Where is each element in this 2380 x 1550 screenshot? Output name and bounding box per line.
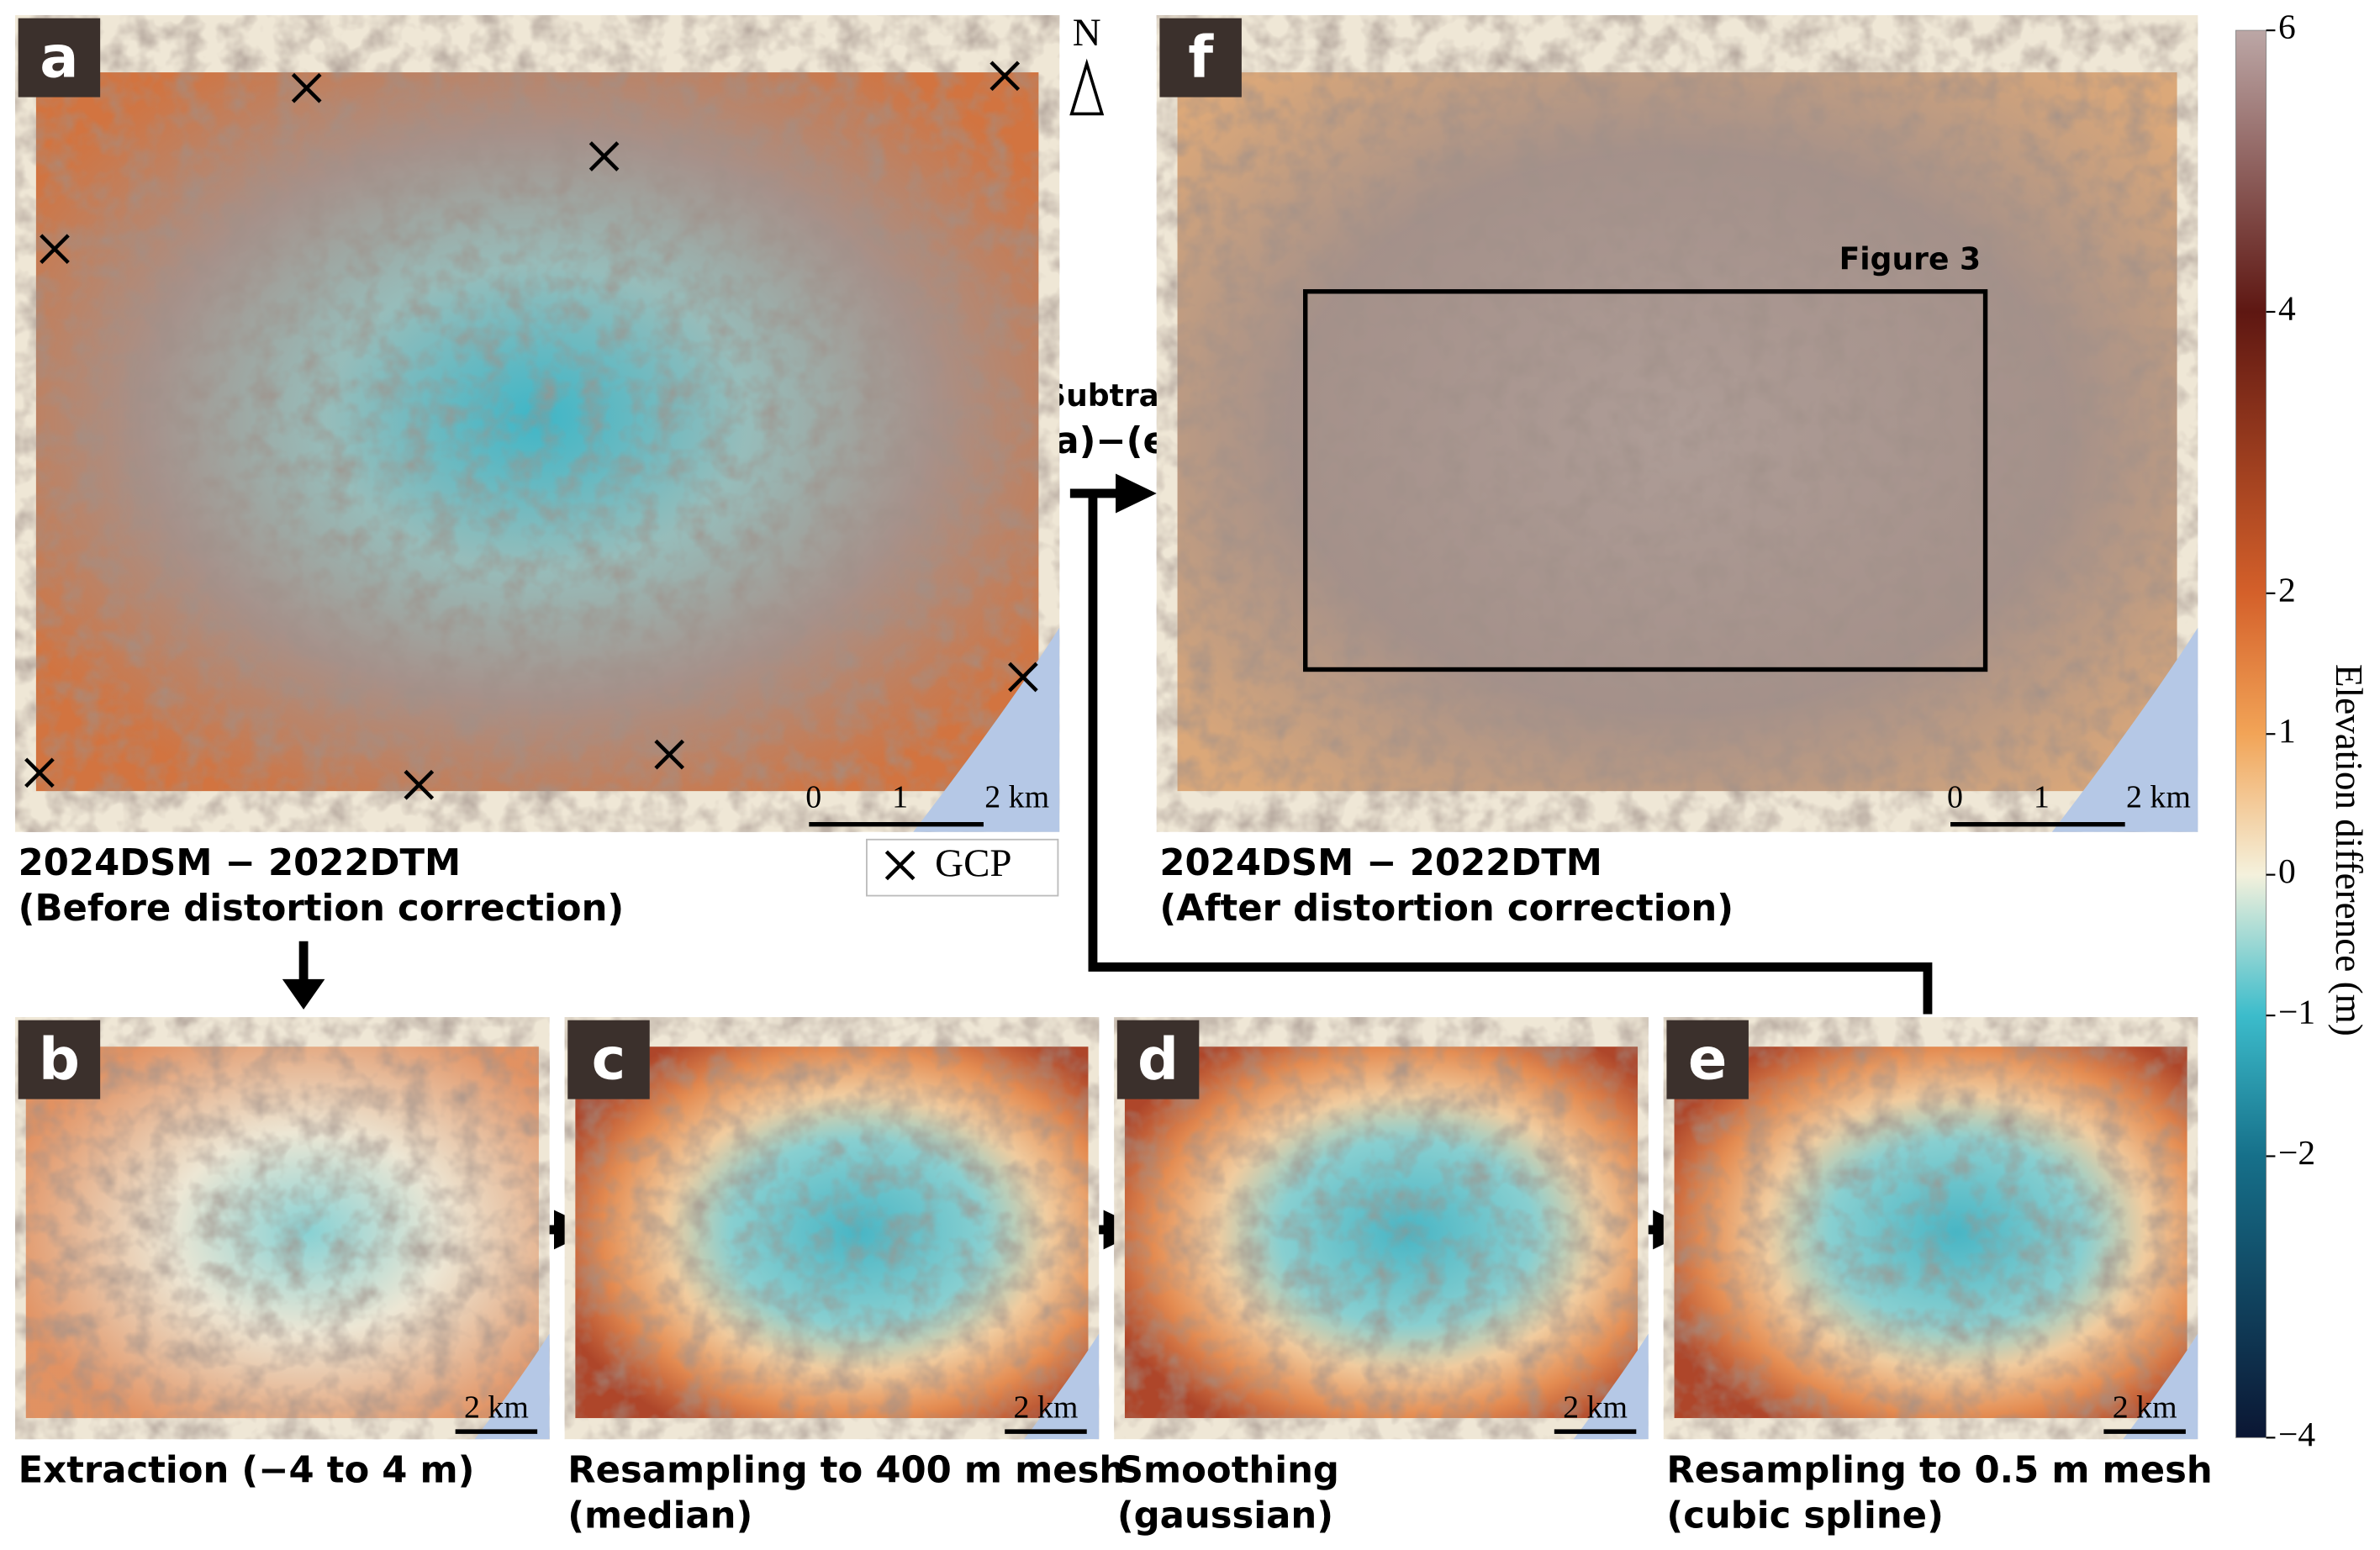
panel-caption: Resampling to 0.5 m mesh [1666,1449,2212,1491]
colorbar-tick-label: 1 [2278,711,2296,750]
colorbar-tick-label: −2 [2278,1133,2315,1172]
scale-label: 2 km [464,1390,529,1426]
panel-caption: (Before distortion correction) [18,888,625,930]
panel-letter: d [1137,1025,1179,1093]
legend-marker [884,850,916,881]
colorbar-tick-label: −4 [2278,1415,2315,1453]
colorbar-tick-label: −1 [2278,993,2315,1031]
gcp-marker [1008,662,1038,693]
map-panel: c Resampling to 400 m mesh(median) 2 km [564,1017,1125,1537]
map-texture [1663,1017,2198,1440]
colorbar-label: Elevation difference (m) [2328,664,2370,1036]
panel-letter-box [1666,1020,1749,1099]
scale-label: 2 km [1014,1390,1079,1426]
map-panel: f 2024DSM − 2022DTM(After distortion corr… [1156,15,2198,930]
gcp-marker [404,769,435,800]
panel-caption: Resampling to 400 m mesh [567,1449,1125,1491]
panel-letter: b [39,1025,80,1093]
map-panel: a 2024DSM − 2022DTM(Before distortion cor… [15,15,1060,930]
north-label: N [1073,11,1101,55]
colorbar-tick-label: 0 [2278,851,2296,890]
panel-caption: (gaussian) [1117,1495,1333,1537]
scale-label: 0 [805,779,821,815]
panel-caption: 2024DSM − 2022DTM [18,842,462,884]
map-texture [564,1017,1100,1440]
map-texture [1114,1017,1649,1440]
sea [474,1333,550,1440]
sea [1024,1333,1100,1440]
scale-label: 2 km [984,779,1049,815]
arrow-head [1116,473,1157,514]
legend-label: GCP [935,841,1011,885]
sea [1573,1333,1649,1440]
map-texture [1156,15,2198,832]
map-panel: d Smoothing(gaussian) 2 km [1114,1017,1649,1537]
gcp-marker [588,141,620,171]
map-texture [15,1017,550,1440]
sea [2123,1333,2198,1440]
panel-letter-box [18,1020,101,1099]
gcp-marker [40,234,70,265]
gcp-marker [654,739,685,770]
panel-letter: a [40,24,78,91]
panel-letter: c [592,1025,626,1093]
panel-letter-box [567,1020,650,1099]
map-panel: e Resampling to 0.5 m mesh(cubic spline) 2… [1663,1017,2213,1537]
panel-caption: 2024DSM − 2022DTM [1159,842,1602,884]
panel-letter-box [1159,18,1242,98]
colorbar-tick-label: 2 [2278,570,2296,609]
map-texture [15,15,1060,832]
panel-letter: f [1188,24,1214,91]
panel-letter: e [1688,1025,1728,1093]
arrow-head [282,978,325,1010]
scale-label: 1 [892,779,908,815]
panel-letter-box [1116,1020,1200,1099]
panel-caption: (median) [567,1495,752,1537]
panel-caption: Extraction (−4 to 4 m) [18,1449,475,1491]
panel-caption: Smoothing [1117,1449,1339,1491]
scale-label: 2 km [2113,1390,2177,1426]
gcp-marker [989,61,1021,92]
gcp-marker [291,72,322,103]
scale-label: 1 [2034,779,2050,815]
map-panel: b Extraction (−4 to 4 m) 2 km [15,1017,550,1491]
panel-letter-box [18,18,101,98]
north-arrow [1069,58,1105,116]
inset-box [1303,289,1988,672]
colorbar-tick-label: 6 [2278,8,2296,46]
scale-label: 2 km [1563,1390,1628,1426]
panel-caption: (cubic spline) [1666,1495,1943,1537]
colorbar-tick-label: 4 [2278,288,2296,327]
scale-label: 0 [1947,779,1963,815]
feedback-line [1088,493,1933,1015]
scale-label: 2 km [2126,779,2191,815]
sea [2051,627,2198,832]
colorbar [2235,29,2267,1438]
gcp-marker [24,757,55,788]
panel-caption: (After distortion correction) [1159,888,1734,930]
sea [913,627,1060,832]
inset-label: Figure 3 [1839,241,1982,277]
